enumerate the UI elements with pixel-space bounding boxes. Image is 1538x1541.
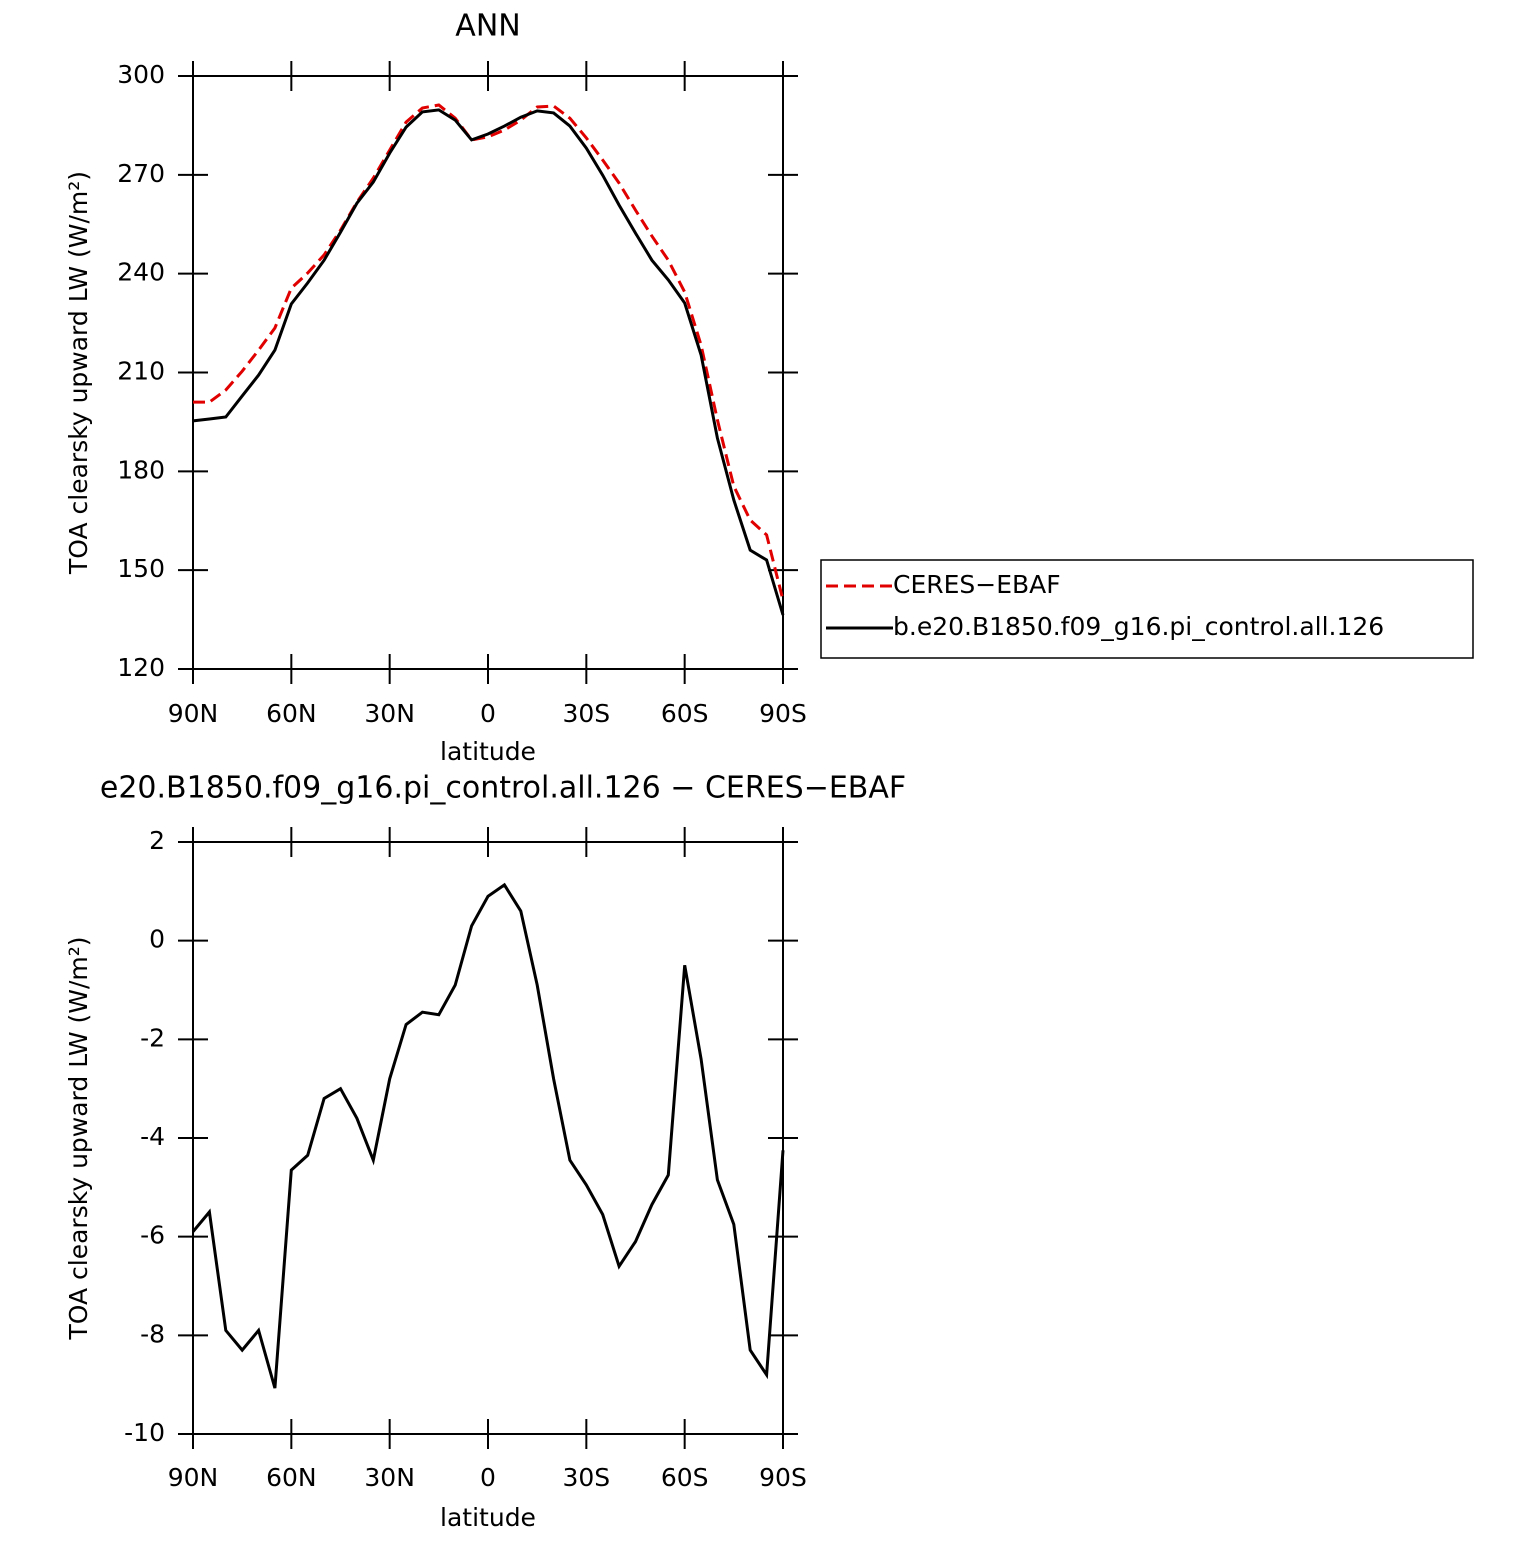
- y-tick-label: -10: [124, 1418, 165, 1447]
- x-axis-label: latitude: [440, 1503, 536, 1532]
- x-tick-label: 60S: [661, 1463, 709, 1492]
- y-tick-label: -6: [140, 1221, 165, 1250]
- x-tick-label: 30S: [562, 699, 610, 728]
- x-tick-label: 30N: [364, 1463, 415, 1492]
- plot-frame: [192, 75, 784, 670]
- y-tick-label: 240: [117, 258, 165, 287]
- data-line: [191, 882, 785, 1389]
- y-tick-label: 150: [117, 554, 165, 583]
- y-tick-label: -8: [140, 1319, 165, 1348]
- x-tick-label: 60S: [661, 699, 709, 728]
- x-axis-label: latitude: [440, 737, 536, 766]
- x-tick-label: 60N: [266, 1463, 317, 1492]
- y-tick-label: 270: [117, 159, 165, 188]
- x-tick-label: 90S: [759, 699, 807, 728]
- plot-frame: [192, 841, 784, 1435]
- y-tick-label: 300: [117, 60, 165, 89]
- legend-label: b.e20.B1850.f09_g16.pi_control.all.126: [893, 612, 1384, 641]
- x-tick-label: 30S: [562, 1463, 610, 1492]
- y-tick-label: 210: [117, 357, 165, 386]
- y-tick-label: 120: [117, 653, 165, 682]
- data-line: [192, 108, 785, 616]
- y-axis-label: TOA clearsky upward LW (W/m²): [64, 936, 93, 1340]
- x-tick-label: 90N: [168, 1463, 219, 1492]
- y-tick-label: 0: [149, 925, 165, 954]
- x-tick-label: 90S: [759, 1463, 807, 1492]
- chart-title: e20.B1850.f09_g16.pi_control.all.126 − C…: [100, 771, 906, 806]
- x-tick-label: 0: [480, 1463, 496, 1492]
- x-tick-label: 90N: [168, 699, 219, 728]
- y-tick-label: 2: [149, 826, 165, 855]
- x-tick-label: 30N: [364, 699, 415, 728]
- legend-box: [820, 559, 1474, 659]
- y-tick-label: -4: [140, 1122, 165, 1151]
- y-tick-label: 180: [117, 455, 165, 484]
- x-tick-label: 0: [480, 699, 496, 728]
- y-tick-label: -2: [140, 1023, 165, 1052]
- chart-title: ANN: [455, 9, 520, 44]
- legend-label: CERES−EBAF: [893, 570, 1061, 599]
- data-line: [193, 103, 785, 601]
- x-tick-label: 60N: [266, 699, 317, 728]
- y-axis-label: TOA clearsky upward LW (W/m²): [64, 171, 93, 575]
